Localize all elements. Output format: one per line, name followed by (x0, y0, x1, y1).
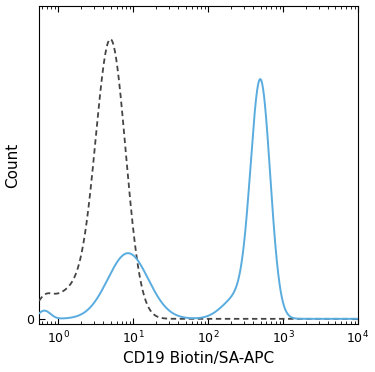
Y-axis label: Count: Count (6, 142, 21, 187)
X-axis label: CD19 Biotin/SA-APC: CD19 Biotin/SA-APC (123, 352, 274, 366)
